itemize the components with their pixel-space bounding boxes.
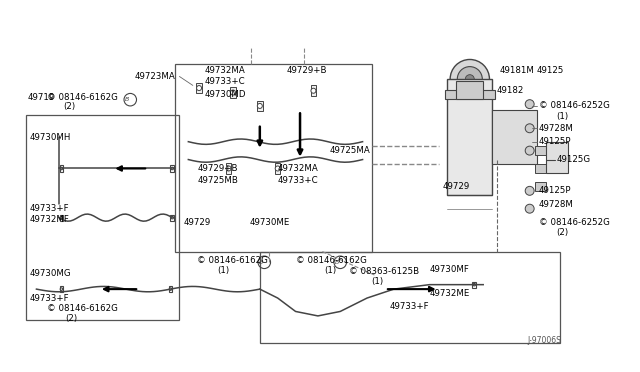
Text: B: B (259, 260, 263, 265)
Text: (1): (1) (217, 266, 229, 275)
Text: 49725MA: 49725MA (330, 146, 371, 155)
Bar (196, 83, 202, 93)
Text: (1): (1) (556, 112, 568, 121)
Bar (168, 286, 172, 292)
Text: 49733+F: 49733+F (29, 294, 69, 302)
Text: 49732ME: 49732ME (429, 289, 470, 298)
Bar (170, 166, 174, 171)
Bar (60, 215, 63, 221)
Text: 49125: 49125 (537, 66, 564, 75)
Text: 49733+C: 49733+C (204, 77, 245, 86)
Text: 49723MA: 49723MA (135, 72, 175, 81)
Bar (230, 87, 236, 98)
Text: © 08146-6252G: © 08146-6252G (539, 102, 609, 110)
Bar (535, 182, 546, 191)
Bar (226, 163, 231, 174)
Text: (2): (2) (65, 314, 77, 323)
Text: 49730MF: 49730MF (429, 265, 470, 274)
Bar (535, 146, 546, 155)
Bar (546, 142, 568, 173)
Bar (275, 163, 280, 174)
Bar (492, 110, 537, 164)
Text: 49125P: 49125P (539, 137, 571, 146)
Bar (472, 282, 476, 288)
Circle shape (60, 167, 63, 170)
Text: 49125P: 49125P (539, 186, 571, 195)
Bar (535, 164, 546, 173)
Circle shape (525, 124, 534, 133)
Text: © 08146-6162G: © 08146-6162G (296, 256, 367, 265)
Circle shape (525, 146, 534, 155)
Circle shape (196, 86, 202, 90)
Circle shape (171, 167, 173, 170)
Text: B: B (125, 97, 129, 102)
Text: 49725MB: 49725MB (197, 176, 238, 185)
Bar (445, 90, 495, 99)
Bar (170, 215, 174, 221)
Circle shape (171, 217, 173, 219)
Circle shape (525, 100, 534, 109)
Text: 49732MA: 49732MA (204, 66, 245, 75)
Text: 49719: 49719 (28, 93, 55, 102)
Text: © 08363-6125B: © 08363-6125B (349, 267, 419, 276)
Text: 49181M: 49181M (499, 66, 534, 75)
Circle shape (465, 75, 474, 84)
Bar (311, 86, 316, 96)
Text: 49125G: 49125G (556, 155, 591, 164)
Text: (1): (1) (371, 278, 383, 286)
Circle shape (311, 88, 316, 93)
Bar (456, 81, 483, 99)
Text: © 08146-6162G: © 08146-6162G (47, 304, 118, 313)
Text: B: B (335, 260, 339, 265)
Text: 49730MH: 49730MH (29, 133, 70, 142)
Text: © 08146-6162G: © 08146-6162G (197, 256, 268, 265)
Bar (26, 115, 179, 320)
Circle shape (60, 288, 63, 291)
Text: 49733+F: 49733+F (29, 204, 69, 213)
Circle shape (169, 288, 172, 291)
Text: 49730ME: 49730ME (249, 218, 289, 227)
Bar (175, 64, 371, 251)
Text: J-97006S: J-97006S (528, 336, 562, 346)
Circle shape (275, 166, 280, 171)
Text: © 08146-6252G: © 08146-6252G (539, 218, 609, 227)
Circle shape (525, 186, 534, 195)
Text: 49730MG: 49730MG (29, 269, 71, 278)
Text: (1): (1) (324, 266, 336, 275)
Text: 49730MD: 49730MD (204, 90, 246, 99)
Text: 49728M: 49728M (539, 124, 573, 133)
Circle shape (525, 204, 534, 213)
Text: (2): (2) (63, 102, 76, 111)
Text: 49182: 49182 (497, 86, 524, 95)
Circle shape (450, 60, 490, 99)
Text: (2): (2) (556, 228, 568, 237)
Text: 49733+C: 49733+C (278, 176, 318, 185)
Bar (60, 166, 63, 171)
Bar (260, 251, 560, 343)
Text: 49729: 49729 (184, 218, 211, 227)
Text: 49729+B: 49729+B (197, 164, 238, 173)
Text: 49728M: 49728M (539, 200, 573, 209)
Circle shape (257, 103, 262, 109)
Bar (257, 100, 262, 111)
Circle shape (226, 166, 231, 171)
Circle shape (60, 217, 63, 219)
Circle shape (230, 90, 236, 95)
Text: © 08146-6162G: © 08146-6162G (47, 93, 118, 102)
Text: 49729+B: 49729+B (287, 66, 327, 75)
Text: 49732MA: 49732MA (278, 164, 319, 173)
Bar (60, 286, 63, 292)
Text: 49732MF: 49732MF (29, 215, 69, 224)
Circle shape (458, 67, 483, 92)
Text: 49733+F: 49733+F (389, 302, 429, 311)
Circle shape (473, 283, 476, 286)
Text: 49729: 49729 (443, 182, 470, 191)
Bar (447, 79, 492, 195)
